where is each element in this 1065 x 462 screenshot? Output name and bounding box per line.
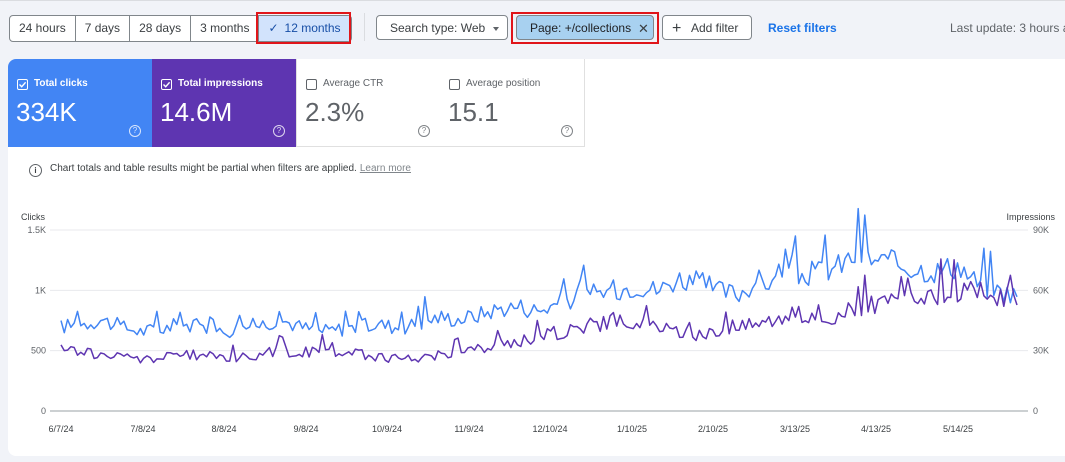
top-divider bbox=[0, 0, 1065, 1]
info-icon: i bbox=[29, 164, 42, 177]
impressions-series-line bbox=[60, 258, 1018, 364]
page-filter-chip[interactable]: Page: +/collections ✕ bbox=[516, 15, 654, 40]
clicks-series-line bbox=[60, 207, 1018, 339]
metric-label: Average CTR bbox=[323, 78, 384, 89]
help-icon[interactable]: ? bbox=[561, 125, 573, 137]
right-tick-label: 90K bbox=[1033, 225, 1049, 235]
toolbar-divider bbox=[364, 13, 365, 41]
left-axis-label: Clicks bbox=[21, 212, 45, 222]
x-tick-label: 1/10/25 bbox=[617, 424, 647, 434]
check-icon: ✓ bbox=[268, 21, 279, 35]
x-tick-label: 12/10/24 bbox=[532, 424, 567, 434]
help-icon[interactable]: ? bbox=[418, 125, 430, 137]
notice-text: Chart totals and table results might be … bbox=[50, 163, 357, 174]
add-filter-button[interactable]: + Add filter bbox=[662, 15, 752, 40]
partial-results-notice: i Chart totals and table results might be… bbox=[29, 163, 411, 177]
metric-card-position[interactable]: Average position 15.1 ? bbox=[440, 59, 585, 147]
metric-value: 15.1 bbox=[448, 97, 499, 127]
plus-icon: + bbox=[672, 20, 682, 37]
right-tick-label: 60K bbox=[1033, 285, 1049, 295]
checkbox-unchecked-icon[interactable] bbox=[306, 79, 317, 90]
right-axis-label: Impressions bbox=[1006, 212, 1055, 222]
metric-card-ctr[interactable]: Average CTR 2.3% ? bbox=[296, 59, 441, 147]
checkbox-checked-icon[interactable] bbox=[17, 79, 28, 90]
right-tick-label: 30K bbox=[1033, 346, 1049, 356]
metric-label: Total clicks bbox=[34, 78, 88, 89]
metric-label: Average position bbox=[466, 78, 541, 89]
x-tick-label: 5/14/25 bbox=[943, 424, 973, 434]
left-tick-label: 0 bbox=[41, 406, 46, 416]
metric-card-impressions[interactable]: Total impressions 14.6M ? bbox=[152, 59, 297, 147]
date-range-selector: 24 hours 7 days 28 days 3 months ✓ 12 mon… bbox=[9, 15, 352, 42]
left-tick-label: 1K bbox=[35, 285, 46, 295]
dropdown-arrow-icon bbox=[493, 26, 500, 31]
x-tick-label: 9/8/24 bbox=[293, 424, 318, 434]
left-tick-label: 1.5K bbox=[27, 225, 46, 235]
range-12-months[interactable]: ✓ 12 months bbox=[259, 16, 351, 41]
search-type-filter[interactable]: Search type: Web bbox=[376, 15, 508, 40]
toolbar: 24 hours 7 days 28 days 3 months ✓ 12 mon… bbox=[0, 0, 1065, 56]
close-icon[interactable]: ✕ bbox=[638, 21, 649, 36]
help-icon[interactable]: ? bbox=[129, 125, 141, 137]
last-update-text: Last update: 3 hours ago bbox=[950, 21, 1065, 35]
x-tick-label: 4/13/25 bbox=[861, 424, 891, 434]
range-3-months[interactable]: 3 months bbox=[191, 16, 260, 41]
range-28-days[interactable]: 28 days bbox=[130, 16, 192, 41]
metric-label: Total impressions bbox=[178, 78, 263, 89]
x-tick-label: 10/9/24 bbox=[372, 424, 402, 434]
range-24-hours[interactable]: 24 hours bbox=[10, 16, 76, 41]
learn-more-link[interactable]: Learn more bbox=[359, 163, 411, 174]
x-tick-label: 11/9/24 bbox=[454, 424, 483, 434]
metric-value: 14.6M bbox=[160, 97, 233, 127]
x-tick-label: 7/8/24 bbox=[130, 424, 155, 434]
x-tick-label: 3/13/25 bbox=[780, 424, 810, 434]
metric-value: 334K bbox=[16, 97, 77, 127]
metric-value: 2.3% bbox=[305, 97, 365, 127]
checkbox-unchecked-icon[interactable] bbox=[449, 79, 460, 90]
x-tick-label: 6/7/24 bbox=[48, 424, 73, 434]
reset-filters-link[interactable]: Reset filters bbox=[768, 21, 837, 35]
right-tick-label: 0 bbox=[1033, 406, 1038, 416]
metric-card-clicks[interactable]: Total clicks 334K ? bbox=[8, 59, 153, 147]
add-filter-label: Add filter bbox=[691, 21, 739, 35]
x-tick-label: 2/10/25 bbox=[698, 424, 728, 434]
range-12-months-label: 12 months bbox=[284, 21, 341, 35]
checkbox-checked-icon[interactable] bbox=[161, 79, 172, 90]
page-filter-label: Page: +/collections bbox=[530, 21, 632, 35]
range-7-days[interactable]: 7 days bbox=[76, 16, 131, 41]
x-tick-label: 8/8/24 bbox=[211, 424, 236, 434]
help-icon[interactable]: ? bbox=[273, 125, 285, 137]
left-tick-label: 500 bbox=[31, 346, 46, 356]
search-type-label: Search type: Web bbox=[390, 21, 486, 35]
